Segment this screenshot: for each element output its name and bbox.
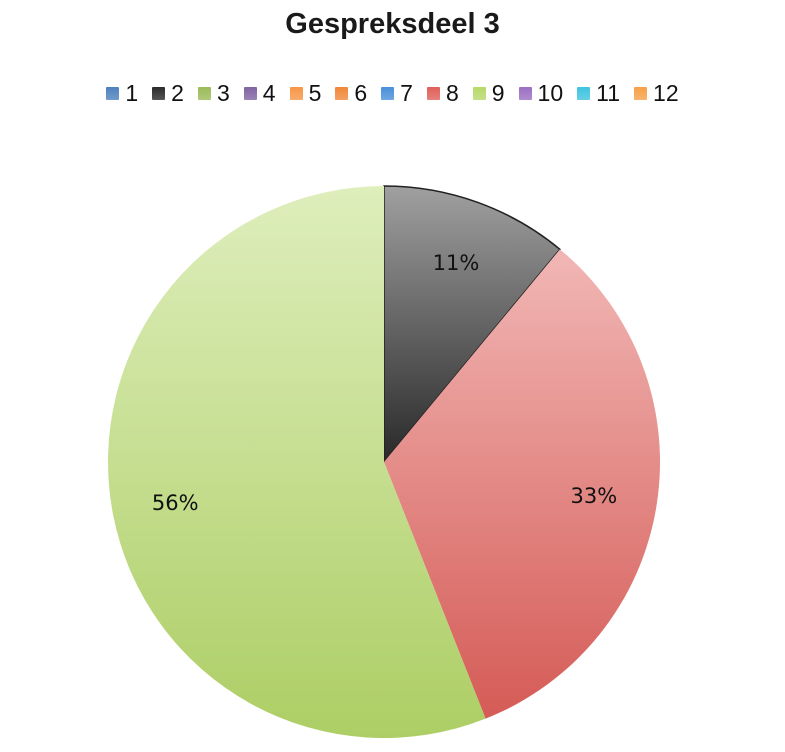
legend-swatch-12 [634,87,648,100]
legend-item-3: 3 [197,80,230,107]
legend-item-12: 12 [634,80,679,107]
legend-label-8: 8 [445,80,459,106]
chart-legend: 1 2 3 4 5 6 7 8 9 10 11 12 [0,80,785,107]
data-label-2: 11% [433,251,480,275]
legend-swatch-9 [472,87,486,100]
chart-title: Gespreksdeel 3 [285,8,500,40]
legend-label-7: 7 [400,80,413,106]
legend-swatch-3 [197,87,211,100]
legend-item-2: 2 [152,80,184,107]
pie-slice-9 [108,186,486,738]
legend-label-6: 6 [354,80,368,106]
legend-item-7: 7 [381,80,413,107]
legend-swatch-8 [426,87,440,100]
legend-item-6: 6 [335,80,367,107]
legend-label-12: 12 [653,80,679,106]
legend-item-1: 1 [106,80,138,107]
legend-swatch-2 [152,87,166,100]
data-label-9: 56% [152,491,199,515]
legend-label-1: 1 [125,80,139,106]
legend-item-9: 9 [472,80,505,107]
data-label-8: 33% [571,484,618,508]
pie-slice-8 [384,249,660,719]
legend-swatch-6 [335,87,349,100]
legend-item-5: 5 [289,80,322,107]
legend-item-10: 10 [518,80,564,107]
legend-item-11: 11 [577,80,620,107]
legend-label-4: 4 [262,80,276,106]
legend-label-5: 5 [308,80,322,106]
legend-label-2: 2 [171,80,184,106]
legend-swatch-7 [381,87,395,100]
pie-slice-2 [383,185,561,465]
legend-swatch-11 [577,87,591,100]
legend-swatch-1 [106,87,120,100]
legend-label-11: 11 [596,80,621,106]
legend-label-3: 3 [216,80,230,106]
legend-swatch-10 [518,87,532,100]
legend-label-9: 9 [491,80,505,106]
legend-swatch-4 [243,87,257,100]
legend-item-4: 4 [243,80,276,107]
legend-item-8: 8 [426,80,459,107]
legend-label-10: 10 [537,80,564,106]
legend-swatch-5 [289,87,303,100]
